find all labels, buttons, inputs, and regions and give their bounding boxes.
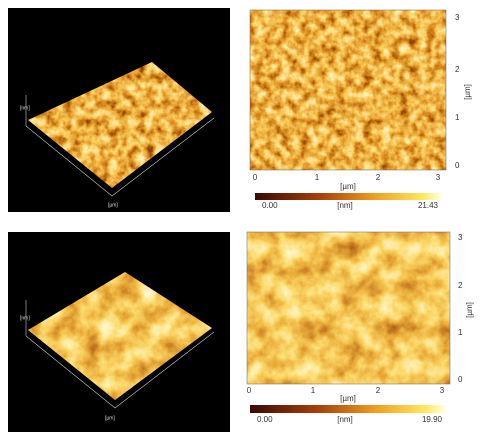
surface-axes: [25, 300, 215, 409]
x-tick-label: 3: [436, 173, 441, 182]
y-tick-label: 2: [458, 281, 463, 290]
x-tick-label: 0: [247, 386, 252, 395]
surface-axes: [25, 95, 215, 197]
afm-map: [247, 232, 450, 384]
map-frame: [249, 9, 447, 171]
x-label: [µm]: [340, 182, 356, 191]
y-tick-label: 0: [458, 375, 463, 384]
map-frame: [246, 231, 451, 385]
x-tick-label: 2: [376, 386, 381, 395]
afm-map: [250, 10, 446, 170]
y-label: [µm]: [463, 84, 472, 100]
y-tick-label: 2: [455, 65, 460, 74]
colorbar-max: 19.90: [422, 415, 443, 424]
colorbar-min: 0.00: [257, 415, 273, 424]
xy-label: [µm]: [108, 202, 118, 208]
x-tick-label: 1: [315, 173, 320, 182]
y-label: [µm]: [465, 302, 474, 318]
x-label: [µm]: [340, 394, 356, 403]
colorbar-max: 21.43: [418, 201, 439, 210]
y-tick-label: 1: [458, 328, 463, 337]
colorbar: [255, 193, 441, 200]
x-tick-label: 0: [253, 173, 258, 182]
colorbar-min: 0.00: [262, 201, 278, 210]
y-tick-label: 1: [455, 113, 460, 122]
colorbar-unit: [nm]: [337, 415, 353, 424]
xy-label: [µm]: [105, 415, 115, 421]
y-tick-label: 3: [458, 233, 463, 242]
colorbar-unit: [nm]: [337, 201, 353, 210]
x-tick-label: 3: [440, 386, 445, 395]
z-label: [nm]: [20, 105, 30, 111]
z-label: [nm]: [20, 315, 30, 321]
y-tick-label: 3: [455, 13, 460, 22]
colorbar: [250, 405, 445, 413]
x-tick-label: 1: [311, 386, 316, 395]
y-tick-label: 0: [455, 161, 460, 170]
x-tick-label: 2: [376, 173, 381, 182]
